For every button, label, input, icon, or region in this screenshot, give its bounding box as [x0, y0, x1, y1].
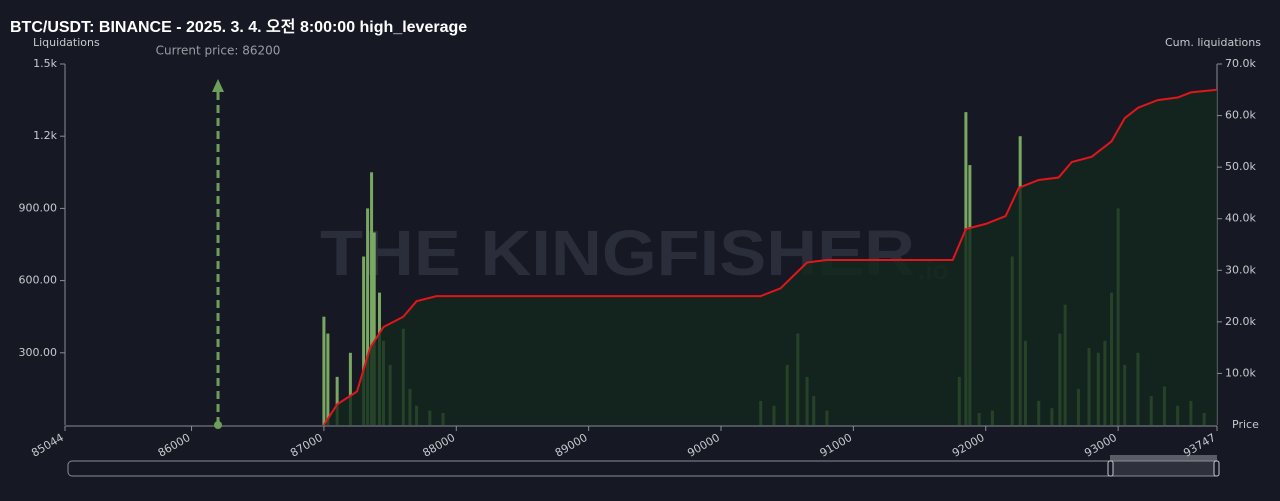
x-tick-label: 90000 [685, 431, 722, 460]
y2-tick-label: 20.0k [1225, 315, 1256, 328]
scroll-track[interactable] [67, 460, 1218, 477]
x-axis-label: Price [1232, 418, 1259, 431]
scroll-handle-top[interactable] [1110, 455, 1217, 461]
y-tick-label: 300.00 [19, 346, 58, 359]
x-tick-label: 92000 [950, 431, 987, 460]
y2-tick-label: 40.0k [1225, 212, 1256, 225]
y2-tick-label: 60.0k [1225, 109, 1256, 122]
bar [366, 208, 370, 425]
scroll-handle[interactable] [1109, 460, 1218, 477]
bar [372, 232, 376, 425]
y2-tick-label: 50.0k [1225, 160, 1256, 173]
current-price-dot [214, 421, 223, 429]
bar [362, 256, 366, 425]
bar [326, 333, 330, 425]
y-tick-label: 600.00 [19, 274, 58, 287]
y-axis-label: Liquidations [33, 36, 100, 49]
y2-tick-label: 70.0k [1225, 57, 1256, 70]
y2-axis-label: Cum. liquidations [1165, 36, 1261, 49]
y-tick-label: 1.2k [33, 129, 57, 142]
scroll-grip[interactable] [1213, 460, 1220, 477]
scrollbar[interactable] [67, 455, 1220, 477]
x-tick-label: 88000 [420, 431, 457, 460]
y-tick-label: 900.00 [19, 201, 58, 214]
x-tick-label: 86000 [156, 431, 193, 460]
bar [348, 352, 352, 425]
scroll-grip[interactable] [1107, 460, 1114, 477]
chart-title: BTC/USDT: BINANCE - 2025. 3. 4. 오전 8:00:… [10, 18, 467, 36]
area [323, 89, 1217, 426]
bar [370, 172, 374, 425]
bar [322, 316, 326, 425]
bar [335, 376, 339, 425]
x-tick-label: 91000 [818, 431, 855, 460]
y-tick-label: 1.5k [33, 57, 57, 70]
annotation: Current price: 86200 [156, 44, 281, 58]
x-tick-label: 89000 [553, 431, 590, 460]
x-tick-label: 87000 [288, 431, 325, 460]
x-tick-label: 85044 [29, 431, 66, 460]
line [323, 88, 1218, 426]
y2-tick-label: 30.0k [1225, 263, 1256, 276]
current-price-arrow [212, 79, 225, 92]
y2-tick-label: 10.0k [1225, 366, 1256, 379]
